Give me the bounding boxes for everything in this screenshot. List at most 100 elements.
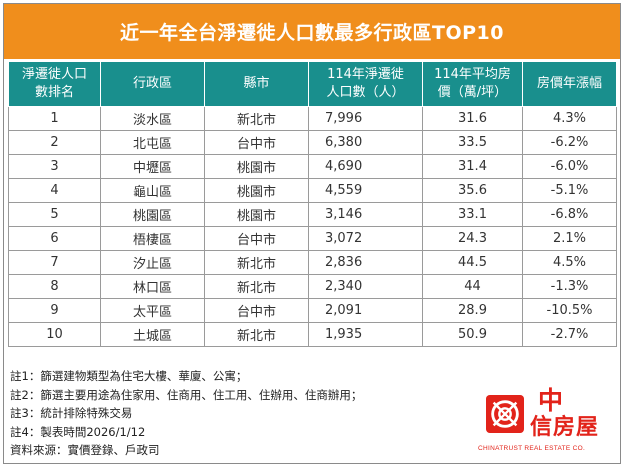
growth-cell: -6.8% xyxy=(522,202,617,227)
price-cell: 24.3 xyxy=(422,226,523,251)
growth-cell: -2.7% xyxy=(522,322,617,347)
table-row: 2 北屯區 台中市 6,380 33.5 -6.2% xyxy=(8,130,617,155)
growth-cell: 4.3% xyxy=(522,106,617,131)
header-growth: 房價年漲幅 xyxy=(522,61,617,107)
migration-cell: 2,340 xyxy=(308,274,423,299)
migration-cell: 4,559 xyxy=(308,178,423,203)
price-cell: 33.5 xyxy=(422,130,523,155)
city-cell: 新北市 xyxy=(204,106,309,131)
city-cell: 台中市 xyxy=(204,226,309,251)
city-cell: 桃園市 xyxy=(204,202,309,227)
footnotes: 註1：篩選建物類型為住宅大樓、華廈、公寓； 註2：篩選主要用途為住家用、住商用、… xyxy=(10,367,362,460)
district-cell: 汐止區 xyxy=(100,250,205,275)
table-row: 3 中壢區 桃園市 4,690 31.4 -6.0% xyxy=(8,154,617,179)
footnote: 註1：篩選建物類型為住宅大樓、華廈、公寓； xyxy=(10,369,248,383)
city-cell: 桃園市 xyxy=(204,154,309,179)
growth-cell: -5.1% xyxy=(522,178,617,203)
city-cell: 新北市 xyxy=(204,322,309,347)
growth-cell: -6.0% xyxy=(522,154,617,179)
header-label: 淨遷徙人口 xyxy=(21,67,87,82)
migration-cell: 1,935 xyxy=(308,322,423,347)
growth-cell: -10.5% xyxy=(522,298,617,323)
logo-text-zh-line2: 信房屋 xyxy=(530,414,600,440)
district-cell: 中壢區 xyxy=(100,154,205,179)
price-cell: 33.1 xyxy=(422,202,523,227)
district-cell: 淡水區 xyxy=(100,106,205,131)
rank-cell: 4 xyxy=(8,178,101,203)
migration-cell: 3,072 xyxy=(308,226,423,251)
footnote: 註3：統計排除特殊交易 xyxy=(10,406,133,420)
growth-cell: -1.3% xyxy=(522,274,617,299)
rank-cell: 6 xyxy=(8,226,101,251)
migration-cell: 2,091 xyxy=(308,298,423,323)
district-cell: 土城區 xyxy=(100,322,205,347)
growth-cell: -6.2% xyxy=(522,130,617,155)
logo-text-en: CHINATRUST REAL ESTATE CO. xyxy=(478,445,586,452)
district-cell: 太平區 xyxy=(100,298,205,323)
table-body: 1 淡水區 新北市 7,996 31.6 4.3% 2 北屯區 台中市 6,380 33.5 -6.2… xyxy=(8,106,617,347)
migration-cell: 3,146 xyxy=(308,202,423,227)
footnote: 註4：製表時間2026/1/12 xyxy=(10,424,146,439)
table-row: 7 汐止區 新北市 2,836 44.5 4.5% xyxy=(8,250,617,275)
table-row: 10 土城區 新北市 1,935 50.9 -2.7% xyxy=(8,322,617,347)
rank-cell: 1 xyxy=(8,106,101,131)
header-district: 行政區 xyxy=(100,61,205,107)
header-migration: 114年淨遷徙 人口數（人） xyxy=(308,61,423,107)
data-source: 資料來源：實價登錄、戶政司 xyxy=(10,443,160,457)
price-cell: 44 xyxy=(422,274,523,299)
header-row: 淨遷徙人口 數排名 行政區 縣市 114年淨遷徙 人口數（人） 114年平均房 價（萬/坪）房… xyxy=(8,61,617,107)
migration-cell: 2,836 xyxy=(308,250,423,275)
migration-cell: 7,996 xyxy=(308,106,423,131)
city-cell: 新北市 xyxy=(204,274,309,299)
header-city: 縣市 xyxy=(204,61,309,107)
table-row: 8 林口區 新北市 2,340 44 -1.3% xyxy=(8,274,617,299)
table-row: 5 桃園區 桃園市 3,146 33.1 -6.8% xyxy=(8,202,617,227)
chinatrust-logo-icon xyxy=(486,395,524,433)
ranking-table: 淨遷徙人口 數排名 行政區 縣市 114年淨遷徙 人口數（人） 114年平均房 價（萬/坪）房… xyxy=(8,61,617,347)
rank-cell: 2 xyxy=(8,130,101,155)
rank-cell: 7 xyxy=(8,250,101,275)
growth-cell: 4.5% xyxy=(522,250,617,275)
header-label: 房價年漲幅 xyxy=(536,76,602,91)
price-cell: 31.6 xyxy=(422,106,523,131)
table-row: 4 龜山區 桃園市 4,559 35.6 -5.1% xyxy=(8,178,617,203)
district-cell: 北屯區 xyxy=(100,130,205,155)
footnote: 註2：篩選主要用途為住家用、住商用、住工用、住辦用、住商辦用； xyxy=(10,387,363,402)
price-cell: 35.6 xyxy=(422,178,523,203)
header-label: 行政區 xyxy=(132,76,172,91)
header-label: 人口數（人） xyxy=(326,85,405,100)
city-cell: 新北市 xyxy=(204,250,309,275)
growth-cell: 2.1% xyxy=(522,226,617,251)
page-title: 近一年全台淨遷徙人口數最多行政區TOP10 xyxy=(4,4,620,59)
price-cell: 50.9 xyxy=(422,322,523,347)
header-label: 114年淨遷徙 xyxy=(327,67,404,82)
header-label: 價（萬/坪） xyxy=(437,85,508,100)
district-cell: 龜山區 xyxy=(100,178,205,203)
price-cell: 44.5 xyxy=(422,250,523,275)
header-label: 縣市 xyxy=(243,76,270,91)
table-row: 9 太平區 台中市 2,091 28.9 -10.5% xyxy=(8,298,617,323)
header-price: 114年平均房 價（萬/坪） xyxy=(422,61,523,107)
district-cell: 林口區 xyxy=(100,274,205,299)
city-cell: 桃園市 xyxy=(204,178,309,203)
price-cell: 31.4 xyxy=(422,154,523,179)
rank-cell: 3 xyxy=(8,154,101,179)
rank-cell: 5 xyxy=(8,202,101,227)
header-rank: 淨遷徙人口 數排名 xyxy=(8,61,101,107)
price-cell: 28.9 xyxy=(422,298,523,323)
table-frame: 近一年全台淨遷徙人口數最多行政區TOP10 淨遷徙人口 數排名 行政區 縣市 114年淨… xyxy=(3,3,621,464)
district-cell: 梧棲區 xyxy=(100,226,205,251)
migration-cell: 4,690 xyxy=(308,154,423,179)
rank-cell: 10 xyxy=(8,322,101,347)
city-cell: 台中市 xyxy=(204,130,309,155)
table-row: 6 梧棲區 台中市 3,072 24.3 2.1% xyxy=(8,226,617,251)
logo-text-zh-line1: 中 xyxy=(538,386,564,415)
rank-cell: 8 xyxy=(8,274,101,299)
city-cell: 台中市 xyxy=(204,298,309,323)
rank-cell: 9 xyxy=(8,298,101,323)
header-label: 114年平均房 xyxy=(434,67,511,82)
migration-cell: 6,380 xyxy=(308,130,423,155)
district-cell: 桃園區 xyxy=(100,202,205,227)
company-logo: 中 信房屋 CHINATRUST REAL ESTATE CO. xyxy=(478,387,618,463)
table-row: 1 淡水區 新北市 7,996 31.6 4.3% xyxy=(8,106,617,131)
